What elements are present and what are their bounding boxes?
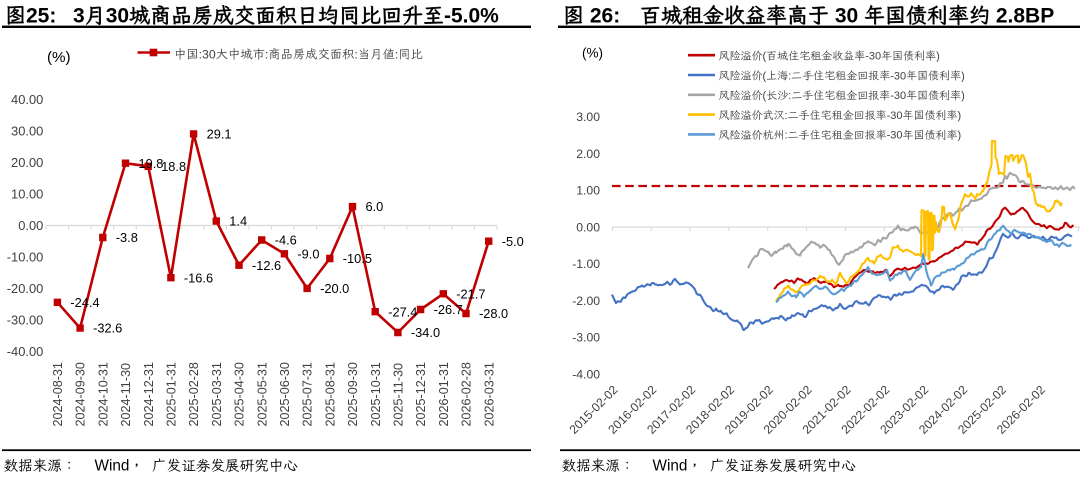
svg-text:18.8: 18.8 — [161, 159, 186, 174]
svg-text:): ) — [961, 90, 965, 102]
svg-text:2024-12-31: 2024-12-31 — [142, 362, 156, 426]
svg-text:2024-08-31: 2024-08-31 — [51, 362, 65, 426]
svg-text:1.00: 1.00 — [576, 184, 600, 198]
svg-text:-28.0: -28.0 — [479, 306, 508, 321]
svg-text:-30: -30 — [890, 70, 906, 82]
svg-text:-5.0: -5.0 — [502, 234, 524, 249]
svg-text:-32.6: -32.6 — [93, 321, 122, 336]
svg-text:6.0: 6.0 — [366, 199, 384, 214]
svg-text:-30: -30 — [865, 51, 881, 63]
svg-text:2025-09-30: 2025-09-30 — [346, 362, 360, 426]
svg-text::30: :30 — [199, 47, 216, 61]
svg-text:): ) — [936, 51, 940, 63]
svg-text:2025-01-31: 2025-01-31 — [165, 362, 179, 426]
svg-text:25:: 25: — [26, 5, 56, 28]
svg-text:-30: -30 — [890, 90, 906, 102]
svg-text:-5.0%: -5.0% — [444, 5, 499, 28]
svg-text::: : — [785, 130, 788, 142]
svg-text::: : — [788, 90, 791, 102]
svg-text:2026-02-28: 2026-02-28 — [460, 362, 474, 426]
svg-text:2025-11-30: 2025-11-30 — [392, 363, 406, 427]
svg-text:Wind: Wind — [95, 458, 130, 475]
svg-text:2025-12-31: 2025-12-31 — [414, 362, 428, 426]
svg-text:30: 30 — [106, 5, 129, 28]
svg-text:-26.7: -26.7 — [434, 302, 463, 317]
svg-text:2025-04-30: 2025-04-30 — [233, 362, 247, 426]
svg-text:10.00: 10.00 — [11, 186, 43, 201]
svg-text:(: ( — [763, 90, 767, 102]
svg-text:-9.0: -9.0 — [297, 246, 319, 261]
svg-text:1.4: 1.4 — [229, 214, 247, 229]
svg-text:-4.6: -4.6 — [275, 233, 297, 248]
svg-text:2024-10-31: 2024-10-31 — [96, 362, 110, 426]
svg-text:-2.00: -2.00 — [572, 294, 600, 308]
svg-text:30: 30 — [829, 5, 864, 28]
svg-text:-10.00: -10.00 — [7, 249, 44, 264]
svg-text:26:: 26: — [584, 5, 620, 28]
svg-text::: : — [785, 110, 788, 122]
svg-text::: : — [788, 70, 791, 82]
svg-text:20.00: 20.00 — [11, 155, 43, 170]
svg-text:-10.5: -10.5 — [343, 251, 372, 266]
svg-text:-20.00: -20.00 — [7, 281, 44, 296]
svg-text:19.8: 19.8 — [139, 156, 164, 171]
svg-text::: : — [395, 47, 398, 61]
svg-text:-21.7: -21.7 — [456, 286, 485, 301]
svg-text:3: 3 — [73, 5, 85, 28]
svg-text:-12.6: -12.6 — [252, 258, 281, 273]
svg-text:-30.00: -30.00 — [7, 312, 44, 327]
svg-text:): ) — [958, 110, 962, 122]
svg-text:-3.00: -3.00 — [572, 331, 600, 345]
svg-text:2025-03-31: 2025-03-31 — [210, 362, 224, 426]
svg-text:2025-10-31: 2025-10-31 — [369, 362, 383, 426]
svg-text:2025-08-31: 2025-08-31 — [323, 362, 337, 426]
svg-text:2.8BP: 2.8BP — [990, 5, 1054, 28]
svg-text:(%): (%) — [582, 46, 603, 61]
svg-text:2026-01-31: 2026-01-31 — [437, 362, 451, 426]
svg-text:(: ( — [763, 51, 767, 63]
svg-text:(%): (%) — [47, 49, 71, 66]
svg-text:-4.00: -4.00 — [572, 367, 600, 381]
svg-text:-1.00: -1.00 — [572, 257, 600, 271]
svg-text:): ) — [961, 70, 965, 82]
svg-text:-40.00: -40.00 — [7, 344, 44, 359]
svg-text:Wind: Wind — [653, 458, 688, 475]
svg-text:-3.8: -3.8 — [116, 230, 138, 245]
svg-text:(: ( — [763, 70, 767, 82]
svg-text::: : — [354, 47, 357, 61]
svg-text:-34.0: -34.0 — [411, 325, 440, 340]
svg-text:-30: -30 — [887, 110, 903, 122]
svg-text:40.00: 40.00 — [11, 92, 43, 107]
svg-text:2025-07-31: 2025-07-31 — [301, 362, 315, 426]
svg-text:-30: -30 — [887, 130, 903, 142]
svg-text:-27.4: -27.4 — [388, 304, 417, 319]
svg-text:29.1: 29.1 — [207, 127, 232, 142]
svg-text::: : — [265, 47, 268, 61]
svg-text:2.00: 2.00 — [576, 147, 600, 161]
svg-text:-16.6: -16.6 — [184, 270, 213, 285]
svg-text:2024-09-30: 2024-09-30 — [74, 362, 88, 426]
svg-text:2025-02-28: 2025-02-28 — [187, 362, 201, 426]
svg-text:2025-06-30: 2025-06-30 — [278, 362, 292, 426]
svg-text:): ) — [958, 130, 962, 142]
svg-text:-20.0: -20.0 — [320, 281, 349, 296]
svg-text:0.00: 0.00 — [576, 220, 600, 234]
svg-text:2024-11-30: 2024-11-30 — [119, 363, 133, 427]
svg-text:30.00: 30.00 — [11, 124, 43, 139]
svg-text:-24.4: -24.4 — [70, 295, 99, 310]
svg-text:2026-03-31: 2026-03-31 — [482, 362, 496, 426]
svg-text:3.00: 3.00 — [576, 110, 600, 124]
svg-text:2025-05-31: 2025-05-31 — [255, 362, 269, 426]
svg-text:0.00: 0.00 — [18, 218, 43, 233]
